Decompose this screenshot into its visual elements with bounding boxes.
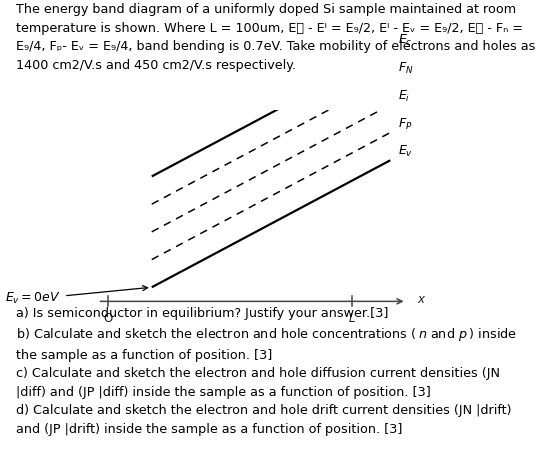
- Text: $F_P$: $F_P$: [398, 116, 413, 131]
- Text: $E_i$: $E_i$: [398, 89, 411, 104]
- Text: $E_v$: $E_v$: [398, 144, 414, 159]
- Text: $E_v = 0eV$: $E_v = 0eV$: [5, 286, 147, 306]
- Text: $x$: $x$: [417, 293, 427, 306]
- Text: The energy band diagram of a uniformly doped Si sample maintained at room
temper: The energy band diagram of a uniformly d…: [16, 4, 535, 72]
- Text: O: O: [104, 312, 113, 326]
- Text: $L$: $L$: [349, 312, 356, 326]
- Text: $F_N$: $F_N$: [398, 61, 414, 76]
- Text: a) Is semiconductor in equilibrium? Justify your answer.[3]
b) Calculate and ske: a) Is semiconductor in equilibrium? Just…: [16, 307, 517, 436]
- Text: $E_c$: $E_c$: [398, 33, 413, 49]
